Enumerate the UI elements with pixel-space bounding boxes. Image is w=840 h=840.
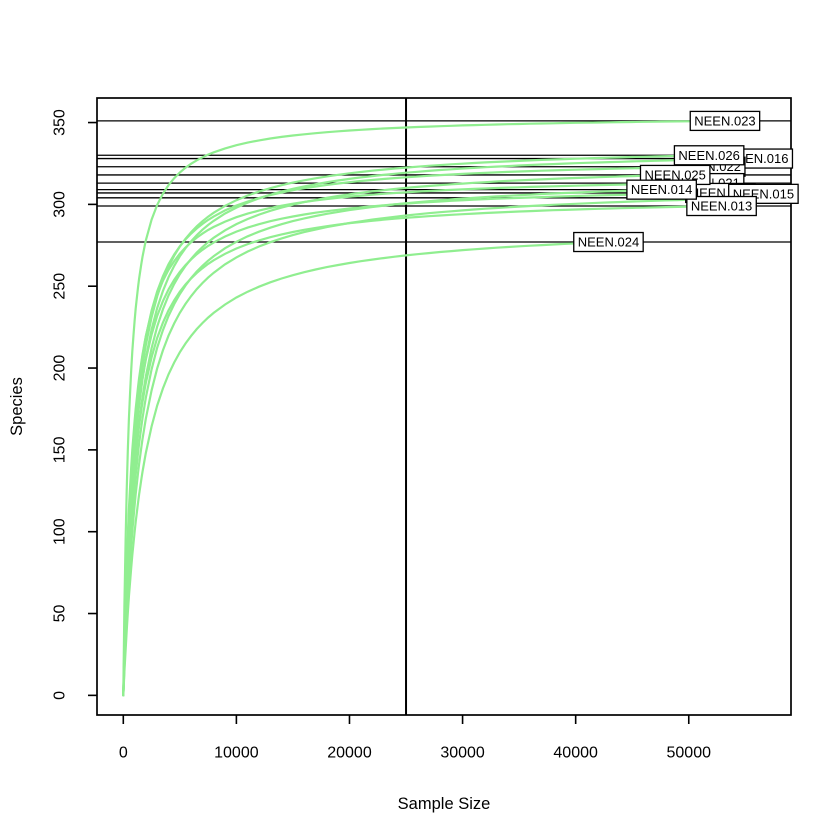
sample-label-NEEN.023: NEEN.023: [689, 110, 761, 132]
y-tick-label: 150: [52, 436, 69, 463]
rarefaction-curve-NEEN.015: [122, 196, 765, 697]
sample-label-text: NEEN.026: [678, 148, 739, 163]
sample-label-box: [689, 110, 761, 132]
x-tick-label: 40000: [553, 745, 598, 762]
y-tick-label: 350: [52, 109, 69, 136]
y-tick-label: 100: [52, 518, 69, 545]
rarefaction-curves: [122, 119, 765, 697]
rarefaction-curve-NEEN.024: [122, 240, 610, 697]
sample-label-NEEN.014: NEEN.014: [626, 179, 697, 200]
x-tick-label: 10000: [214, 745, 259, 762]
rarefaction-curve-NEEN.021: [122, 182, 711, 697]
y-tick-label: 250: [52, 273, 69, 300]
sample-label-text: NEEN.025: [644, 167, 705, 182]
sample-label-text: NEEN.014: [631, 182, 692, 197]
x-axis-title: Sample Size: [398, 795, 491, 813]
sample-labels: NEEN.016NEEN.022NEEN.021NEEN.012NEEN.015…: [573, 110, 799, 253]
x-tick-label: 30000: [440, 745, 485, 762]
sample-label-NEEN.026: NEEN.026: [673, 145, 745, 166]
y-axis-ticks: 0 50 100 150 200 250 300 350: [52, 109, 97, 700]
x-axis-ticks: 0 10000 20000 30000 40000 50000: [119, 715, 711, 762]
rarefaction-curve-NEEN.014: [122, 188, 663, 697]
plot-border: [96, 97, 792, 716]
rarefaction-curve-NEEN.013: [122, 204, 723, 697]
sample-label-NEEN.013: NEEN.013: [686, 195, 757, 217]
sample-label-text: NEEN.023: [694, 113, 755, 128]
y-tick-label: 200: [52, 355, 69, 382]
x-tick-label: 0: [119, 745, 128, 762]
x-tick-label: 50000: [667, 745, 712, 762]
sample-label-text: NEEN.013: [691, 199, 752, 214]
y-tick-label: 300: [52, 191, 69, 218]
rarefaction-curve-NEEN.023: [122, 119, 727, 697]
sample-label-box: [626, 179, 697, 200]
rarefaction-curve-NEEN.012: [122, 191, 722, 697]
x-tick-label: 20000: [327, 745, 372, 762]
sample-label-box: [686, 195, 757, 217]
sample-label-NEEN.024: NEEN.024: [573, 231, 644, 253]
rarefaction-curve-NEEN.025: [122, 173, 677, 697]
y-tick-label: 0: [52, 691, 69, 700]
sample-label-text: NEEN.024: [578, 235, 639, 250]
y-tick-label: 50: [52, 605, 69, 623]
sample-label-box: [573, 231, 644, 253]
y-axis-title: Species: [8, 377, 26, 436]
plot-frame: [96, 97, 792, 716]
